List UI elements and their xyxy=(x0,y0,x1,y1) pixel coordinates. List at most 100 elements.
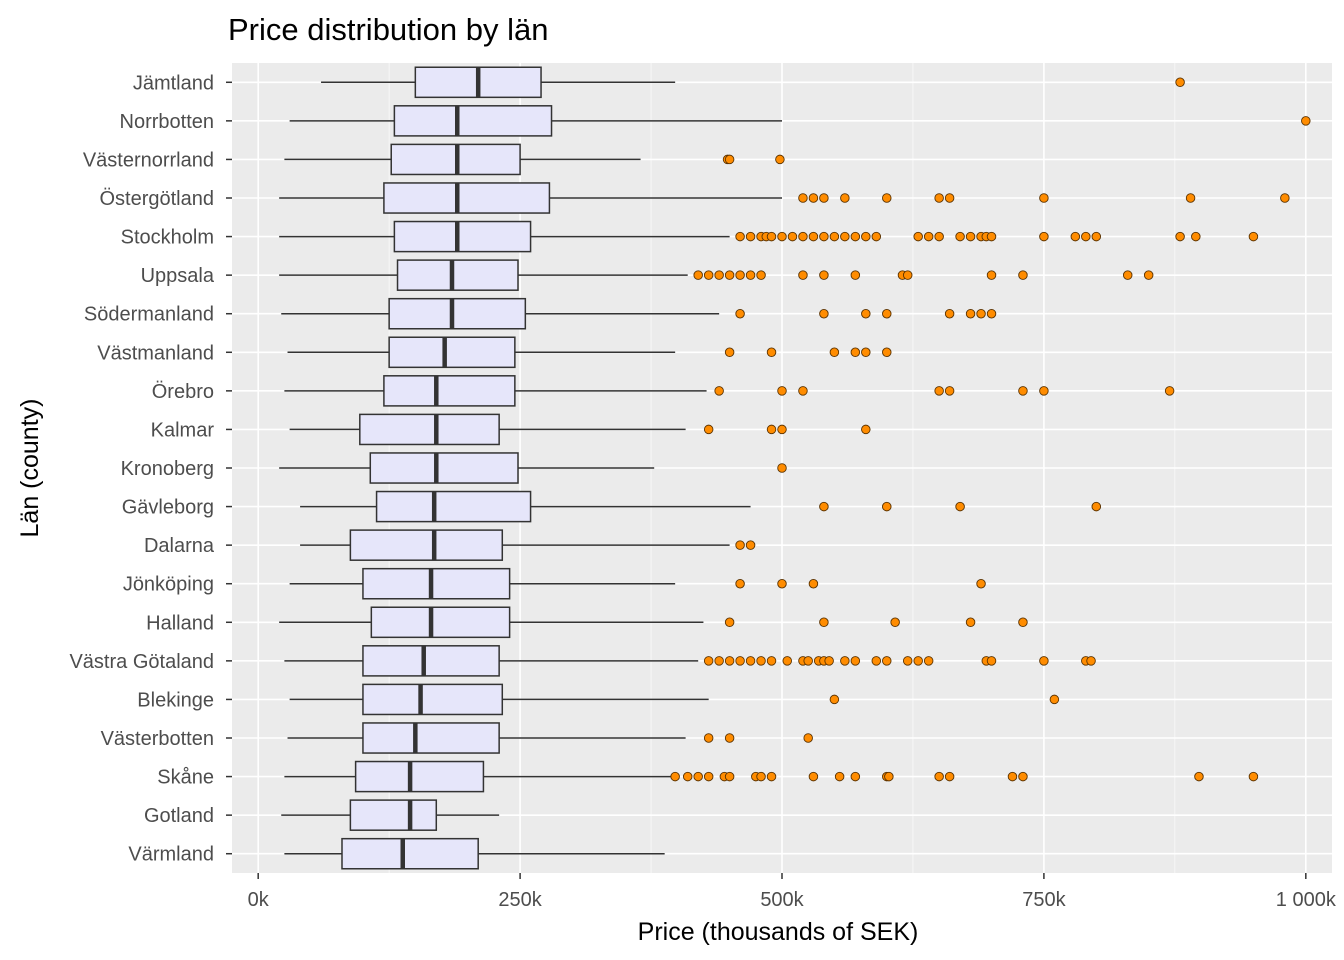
outlier-point xyxy=(808,231,819,242)
outlier-point xyxy=(798,270,808,280)
outlier-point xyxy=(882,501,892,512)
outlier-point xyxy=(861,424,871,435)
outlier-point xyxy=(923,231,934,242)
outlier-point xyxy=(955,231,965,242)
outlier-point xyxy=(735,270,745,280)
outlier-point xyxy=(808,193,819,203)
outlier-point xyxy=(1070,231,1081,242)
outlier-point xyxy=(834,771,845,782)
outlier-point xyxy=(861,347,871,358)
outlier-point xyxy=(775,154,785,165)
y-tick-label: Kronoberg xyxy=(121,458,214,480)
outlier-point xyxy=(724,733,735,743)
outlier-point xyxy=(923,656,934,666)
outlier-point xyxy=(913,656,923,666)
outlier-point xyxy=(850,347,861,358)
outlier-point xyxy=(976,578,986,589)
y-tick-label: Stockholm xyxy=(121,227,214,249)
outlier-point xyxy=(829,347,840,358)
outlier-point xyxy=(934,193,944,203)
outlier-point xyxy=(824,656,834,666)
outlier-point xyxy=(829,694,840,705)
outlier-point xyxy=(840,231,850,242)
outlier-point xyxy=(724,154,735,165)
box-iqr xyxy=(349,529,504,561)
y-tick-label: Norrbotten xyxy=(120,111,215,133)
y-tick-label: Jämtland xyxy=(133,72,214,94)
outlier-point xyxy=(850,270,861,280)
outlier-point xyxy=(724,617,735,628)
outlier-point xyxy=(976,308,986,319)
outlier-point xyxy=(1039,386,1049,396)
x-axis-title: Price (thousands of SEK) xyxy=(638,918,919,946)
outlier-point xyxy=(944,193,955,203)
outlier-point xyxy=(944,771,955,782)
outlier-point xyxy=(1143,270,1154,280)
outlier-point xyxy=(1018,771,1028,782)
outlier-point xyxy=(1164,386,1175,396)
outlier-point xyxy=(986,270,997,280)
outlier-point xyxy=(714,656,724,666)
y-tick-label: Örebro xyxy=(152,381,214,403)
outlier-point xyxy=(850,656,861,666)
outlier-point xyxy=(819,270,829,280)
outlier-point xyxy=(1194,771,1204,782)
y-tick-label: Gotland xyxy=(144,805,214,827)
box-iqr xyxy=(362,567,511,600)
outlier-point xyxy=(1086,656,1096,666)
box-iqr xyxy=(375,490,532,523)
outlier-point xyxy=(766,771,777,782)
outlier-point xyxy=(777,578,787,589)
outlier-point xyxy=(1175,77,1185,88)
outlier-point xyxy=(1039,231,1049,242)
y-axis-title: Län (county) xyxy=(16,399,44,538)
outlier-point xyxy=(756,656,766,666)
outlier-point xyxy=(840,193,850,203)
outlier-point xyxy=(1248,231,1259,242)
outlier-point xyxy=(913,231,923,242)
outlier-point xyxy=(934,771,944,782)
outlier-point xyxy=(861,231,871,242)
outlier-point xyxy=(682,771,693,782)
outlier-point xyxy=(735,231,745,242)
y-tick-label: Skåne xyxy=(157,767,214,789)
outlier-point xyxy=(955,501,965,512)
outlier-point xyxy=(1049,694,1060,705)
outlier-point xyxy=(965,308,976,319)
box-iqr xyxy=(388,297,527,330)
outlier-point xyxy=(850,231,861,242)
box-iqr xyxy=(370,606,511,639)
outlier-point xyxy=(745,270,756,280)
outlier-point xyxy=(693,270,703,280)
outlier-point xyxy=(965,617,976,628)
y-tick-label: Halland xyxy=(146,612,214,634)
outlier-point xyxy=(882,308,892,319)
outlier-point xyxy=(798,193,808,203)
outlier-point xyxy=(882,193,892,203)
y-tick-label: Jönköping xyxy=(123,574,214,596)
outlier-point xyxy=(1122,270,1133,280)
outlier-point xyxy=(1301,116,1311,126)
chart-title: Price distribution by län xyxy=(228,12,549,47)
outlier-point xyxy=(735,540,745,550)
y-tick-label: Östergötland xyxy=(99,188,214,210)
box-iqr xyxy=(388,336,516,369)
outlier-point xyxy=(735,656,745,666)
box-iqr xyxy=(349,799,438,831)
y-tick-label: Dalarna xyxy=(144,535,215,557)
box-iqr xyxy=(341,837,479,870)
outlier-point xyxy=(782,656,792,666)
outlier-point xyxy=(808,578,819,589)
box-iqr xyxy=(359,413,500,446)
y-tick-label: Värmland xyxy=(128,844,214,866)
outlier-point xyxy=(777,424,787,435)
x-tick-label: 1 000k xyxy=(1276,889,1337,911)
outlier-point xyxy=(986,308,997,319)
outlier-point xyxy=(808,771,819,782)
outlier-point xyxy=(703,424,714,435)
outlier-point xyxy=(714,270,724,280)
outlier-point xyxy=(934,231,944,242)
box-iqr xyxy=(393,220,532,253)
outlier-point xyxy=(724,270,735,280)
outlier-point xyxy=(724,771,735,782)
